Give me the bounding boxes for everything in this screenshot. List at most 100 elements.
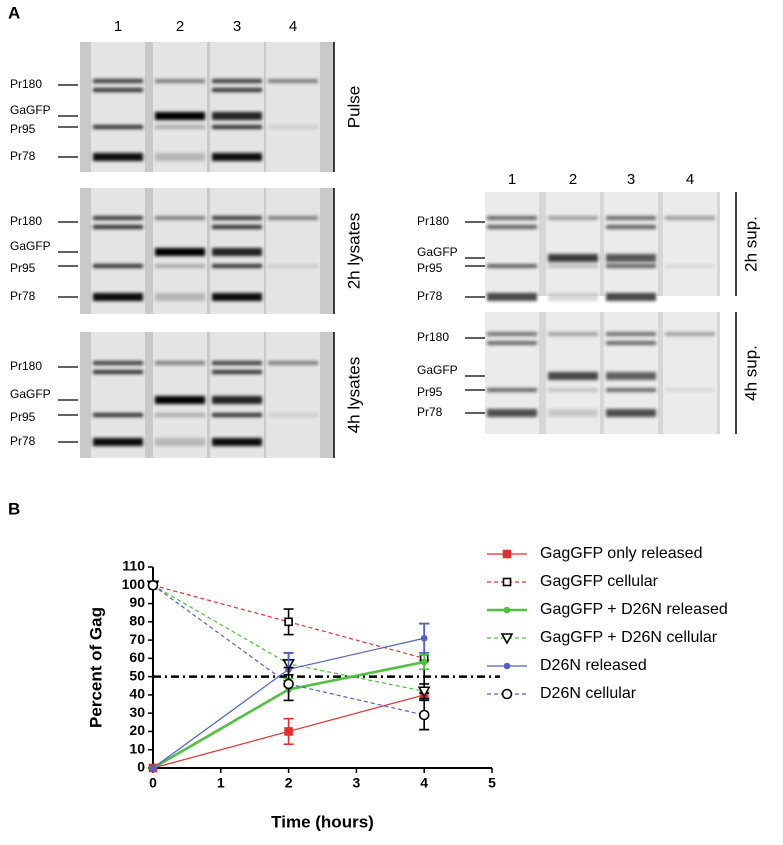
gel-band <box>93 153 143 161</box>
gel-band <box>548 409 598 417</box>
gel-band <box>487 225 537 229</box>
data-point <box>420 658 428 666</box>
gel-band <box>665 216 715 220</box>
lane-label: 1 <box>114 18 122 35</box>
gel-band <box>606 409 656 417</box>
gel-band <box>155 438 205 446</box>
gel-band <box>606 293 656 301</box>
band-label: Pr180 <box>10 359 42 373</box>
gel-band <box>606 388 656 392</box>
gel-band <box>212 216 262 220</box>
gel-band <box>606 225 656 229</box>
gel-lane <box>663 312 717 434</box>
gel-band <box>487 264 537 268</box>
y-tick-label: 10 <box>129 740 145 756</box>
gel-band <box>665 332 715 336</box>
gel-band <box>93 293 143 301</box>
x-tick-label: 4 <box>420 775 428 791</box>
gel-band <box>212 370 262 374</box>
y-tick-label: 80 <box>129 613 145 629</box>
band-label: GaGFP <box>417 363 458 377</box>
gel-lane <box>266 188 320 314</box>
y-tick-label: 90 <box>129 594 145 610</box>
gel-band <box>93 264 143 268</box>
y-tick-label: 30 <box>129 704 145 720</box>
band-label: GaGFP <box>10 239 51 253</box>
y-tick-label: 0 <box>137 759 145 775</box>
panel-label: B <box>8 499 20 518</box>
band-label: Pr95 <box>417 385 443 399</box>
gel-band <box>548 254 598 262</box>
gel-band <box>606 216 656 220</box>
gel-band <box>268 79 318 83</box>
y-tick-label: 50 <box>129 667 145 683</box>
gel-band <box>212 264 262 268</box>
panel-label: A <box>8 3 20 22</box>
legend-marker <box>503 606 511 614</box>
x-tick-label: 0 <box>149 775 157 791</box>
condition-label: 4h lysates <box>344 357 363 434</box>
y-tick-label: 110 <box>122 558 145 574</box>
gel-band <box>155 248 205 256</box>
gel-lane <box>153 332 207 458</box>
gel-lane <box>91 332 145 458</box>
y-tick-label: 20 <box>129 722 145 738</box>
gel-band <box>212 438 262 446</box>
band-label: Pr78 <box>10 434 36 448</box>
gel-band <box>548 388 598 392</box>
band-label: Pr95 <box>10 410 36 424</box>
lane-label: 1 <box>508 171 516 188</box>
gel-band <box>487 216 537 220</box>
gel-band <box>487 293 537 301</box>
data-point <box>284 727 293 736</box>
gel-band <box>606 254 656 262</box>
gel-band <box>548 216 598 220</box>
gel-lane <box>546 192 600 296</box>
gel-band <box>268 413 318 417</box>
legend-label: GagGFP + D26N released <box>540 601 728 618</box>
band-label: GaGFP <box>10 387 51 401</box>
gel-band <box>212 248 262 256</box>
gel-lane <box>210 42 264 172</box>
y-tick-label: 60 <box>129 649 145 665</box>
condition-label: Pulse <box>344 86 363 129</box>
legend-marker <box>502 549 512 559</box>
gel-lane <box>266 42 320 172</box>
gel-band <box>155 112 205 120</box>
gel-band <box>212 125 262 129</box>
gel-band <box>606 341 656 345</box>
gel-band <box>268 361 318 365</box>
band-label: GaGFP <box>417 245 458 259</box>
gel-band <box>212 293 262 301</box>
gel-lane <box>91 42 145 172</box>
lane-label: 2 <box>176 18 184 35</box>
gel-band <box>212 79 262 83</box>
gel-band <box>93 79 143 83</box>
x-tick-label: 5 <box>488 775 496 791</box>
legend-label: GagGFP only released <box>540 545 702 562</box>
gel-band <box>212 88 262 92</box>
data-point <box>420 634 428 642</box>
gel-band <box>155 396 205 404</box>
gel-band <box>487 409 537 417</box>
band-label: Pr180 <box>10 77 42 91</box>
condition-label: 2h lysates <box>344 213 363 290</box>
gel-band <box>606 264 656 268</box>
condition-label: 4h sup. <box>741 345 760 401</box>
data-point <box>418 709 430 721</box>
gel-band <box>665 388 715 392</box>
gel-band <box>93 225 143 229</box>
band-label: Pr180 <box>10 214 42 228</box>
y-tick-label: 100 <box>122 576 146 592</box>
x-tick-label: 2 <box>285 775 293 791</box>
lane-label: 2 <box>569 171 577 188</box>
gel-band <box>212 396 262 404</box>
gel-band <box>548 372 598 380</box>
band-label: Pr95 <box>417 261 443 275</box>
legend-label: D26N released <box>540 657 647 674</box>
gel-band <box>212 225 262 229</box>
gel-band <box>268 264 318 268</box>
gel-band <box>155 293 205 301</box>
x-tick-label: 1 <box>217 775 225 791</box>
gel-lane <box>663 192 717 296</box>
